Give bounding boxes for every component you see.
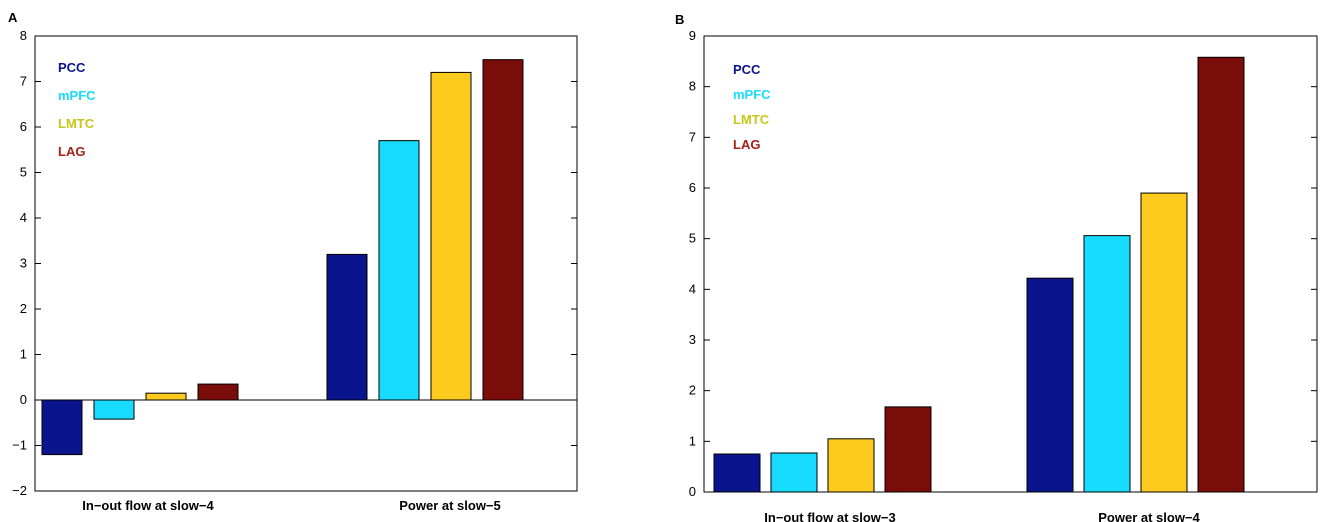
bar-pcc-2: [326, 253, 368, 401]
y-tick-label: 8: [20, 28, 27, 43]
y-tick-label: 2: [20, 301, 27, 316]
legend-entry-mpfc: mPFC: [733, 87, 771, 102]
y-tick-label: 6: [20, 119, 27, 134]
chart-panel-a: −2 −1 0 1 2 3 4 5 6 7 8 In−out flow at slow−4 Power …: [8, 10, 578, 513]
bar-lmtc-2: [430, 71, 472, 401]
chart-panel-b: 0 1 2 3 4 5 6 7 8 9 In−out flow at slow−3 Power at …: [675, 12, 1318, 522]
y-tick-label: 5: [20, 165, 27, 180]
y-tick-label: 4: [689, 281, 696, 296]
bar-lag-1: [197, 383, 239, 401]
legend-entry-lmtc: LMTC: [58, 116, 95, 131]
bar-lag-2: [482, 59, 524, 401]
y-tick-label: 2: [689, 383, 696, 398]
x-category-label: In−out flow at slow−3: [764, 510, 895, 522]
y-tick-label: 0: [20, 392, 27, 407]
y-tick-label: 3: [20, 256, 27, 271]
y-tick-label: −1: [12, 438, 27, 453]
y-tick-label: 4: [20, 210, 27, 225]
bar-pcc-1: [41, 399, 83, 456]
x-category-label: Power at slow−5: [399, 498, 501, 513]
legend-entry-pcc: PCC: [58, 60, 86, 75]
bar-mpfc-2: [1083, 235, 1131, 493]
panel-label: B: [675, 12, 684, 27]
y-tick-label: 1: [20, 347, 27, 362]
legend-entry-lmtc: LMTC: [733, 112, 770, 127]
y-tick-label: 9: [689, 28, 696, 43]
y-tick-label: 8: [689, 79, 696, 94]
y-tick-label: −2: [12, 483, 27, 498]
y-tick-label: 3: [689, 332, 696, 347]
y-tick-label: 0: [689, 484, 696, 499]
y-tick-label: 7: [689, 129, 696, 144]
bar-lmtc-1: [145, 392, 187, 401]
plot-frame: [703, 35, 1318, 493]
bar-lmtc-2: [1140, 192, 1188, 493]
bar-mpfc-1: [770, 452, 818, 493]
bar-lmtc-1: [827, 438, 875, 493]
panel-label: A: [8, 10, 18, 25]
x-category-label: Power at slow−4: [1098, 510, 1200, 522]
legend-entry-lag: LAG: [58, 144, 85, 159]
bar-lag-2: [1197, 56, 1245, 493]
y-tick-label: 5: [689, 231, 696, 246]
y-tick-label: 1: [689, 433, 696, 448]
legend-entry-lag: LAG: [733, 137, 760, 152]
y-tick-label: 7: [20, 74, 27, 89]
bar-mpfc-2: [378, 140, 420, 401]
bar-mpfc-1: [93, 399, 135, 420]
legend-entry-pcc: PCC: [733, 62, 761, 77]
bar-pcc-1: [713, 453, 761, 493]
y-tick-label: 6: [689, 180, 696, 195]
bar-lag-1: [884, 406, 932, 493]
bar-pcc-2: [1026, 277, 1074, 493]
legend-entry-mpfc: mPFC: [58, 88, 96, 103]
x-category-label: In−out flow at slow−4: [82, 498, 214, 513]
